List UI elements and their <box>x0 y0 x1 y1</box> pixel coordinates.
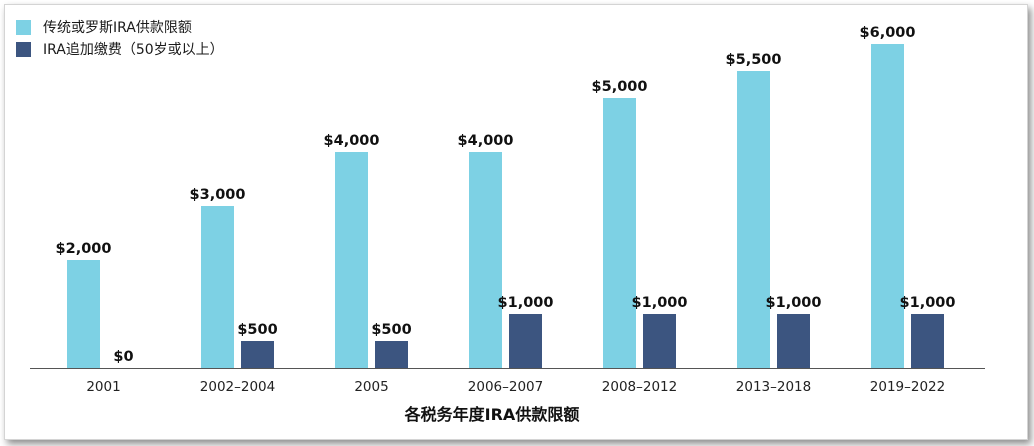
value-labels-group: $2,000 $0 $3,000 $500 $4,000 $500 $4,000 $1,000… <box>56 25 956 365</box>
value-label-catch-up-0: $0 <box>113 349 133 365</box>
bar-traditional-roth-2 <box>335 152 368 368</box>
bar-traditional-roth-0 <box>67 260 100 368</box>
value-label-catch-up-4: $1,000 <box>632 295 688 311</box>
chart-legend: 传统或罗斯IRA供款限额 IRA追加缴费（50岁或以上） <box>16 16 224 60</box>
bar-catch-up-3 <box>509 314 542 368</box>
value-label-traditional-roth-6: $6,000 <box>860 25 916 41</box>
bar-traditional-roth-6 <box>871 44 904 368</box>
x-tick-labels-group: 2001 2002–2004 2005 2006–2007 2008–2012 2013–… <box>86 379 945 395</box>
value-label-traditional-roth-4: $5,000 <box>592 79 648 95</box>
value-label-traditional-roth-1: $3,000 <box>190 187 246 203</box>
bar-catch-up-5 <box>777 314 810 368</box>
value-label-traditional-roth-3: $4,000 <box>458 133 514 149</box>
legend-item-traditional-roth: 传统或罗斯IRA供款限额 <box>16 16 224 38</box>
x-tick-label-4: 2008–2012 <box>602 379 677 395</box>
x-axis-title: 各税务年度IRA供款限额 <box>404 405 580 424</box>
value-label-catch-up-3: $1,000 <box>498 295 554 311</box>
bar-traditional-roth-1 <box>201 206 234 368</box>
bar-traditional-roth-3 <box>469 152 502 368</box>
value-label-catch-up-2: $500 <box>371 322 411 338</box>
legend-swatch-catch-up <box>16 41 31 57</box>
legend-label-traditional-roth: 传统或罗斯IRA供款限额 <box>43 20 192 36</box>
bar-catch-up-6 <box>911 314 944 368</box>
value-label-traditional-roth-0: $2,000 <box>56 241 112 257</box>
legend-label-catch-up: IRA追加缴费（50岁或以上） <box>43 42 224 58</box>
x-tick-label-5: 2013–2018 <box>736 379 811 395</box>
x-tick-label-3: 2006–2007 <box>468 379 543 395</box>
bar-traditional-roth-5 <box>737 71 770 368</box>
legend-item-catch-up: IRA追加缴费（50岁或以上） <box>16 38 224 60</box>
value-label-catch-up-5: $1,000 <box>766 295 822 311</box>
bar-traditional-roth-4 <box>603 98 636 368</box>
bar-catch-up-4 <box>643 314 676 368</box>
x-tick-label-1: 2002–2004 <box>200 379 275 395</box>
x-tick-label-6: 2019–2022 <box>870 379 945 395</box>
value-label-traditional-roth-2: $4,000 <box>324 133 380 149</box>
value-label-catch-up-6: $1,000 <box>900 295 956 311</box>
bar-catch-up-1 <box>241 341 274 368</box>
value-label-traditional-roth-5: $5,500 <box>726 52 782 68</box>
x-tick-label-0: 2001 <box>86 379 120 395</box>
bar-catch-up-2 <box>375 341 408 368</box>
x-tick-label-2: 2005 <box>354 379 388 395</box>
bars-group <box>67 44 944 368</box>
legend-swatch-traditional-roth <box>16 19 31 35</box>
value-label-catch-up-1: $500 <box>237 322 277 338</box>
